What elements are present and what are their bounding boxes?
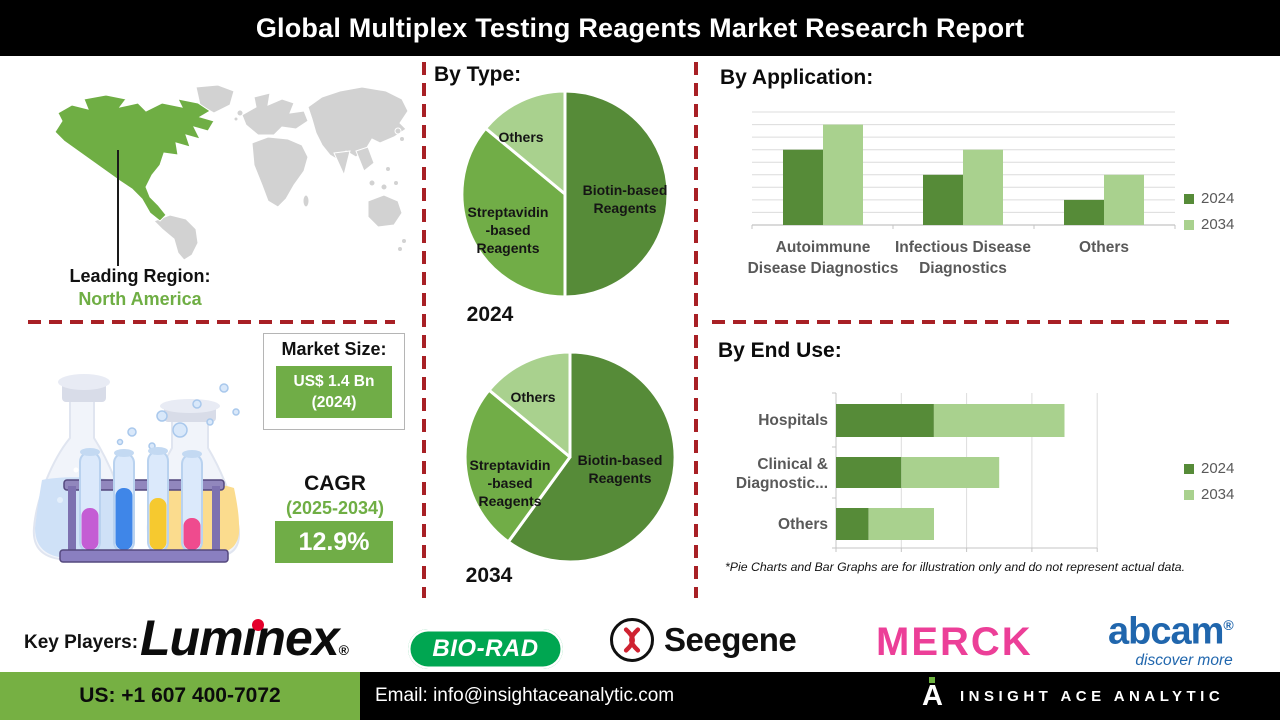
legend-swatch-2034 [1184, 219, 1194, 230]
asia-shape [307, 86, 409, 162]
legend-label-2024: 2024 [1201, 460, 1235, 477]
market-size-label: Market Size: [281, 339, 387, 359]
test-tubes [79, 447, 203, 553]
insight-ace-a-icon: A [922, 677, 946, 713]
luminex-dot-icon [252, 619, 264, 631]
cagr-period: (2025-2034) [285, 498, 385, 518]
svg-text:Biotin-based: Biotin-based [578, 452, 663, 468]
luminex-logo: Lumınex® [140, 610, 349, 676]
svg-text:-based: -based [485, 222, 530, 238]
by-application-heading: By Application: [720, 66, 874, 89]
svg-text:Others: Others [510, 389, 555, 405]
legend-item-2034: 2034 [1184, 486, 1234, 503]
svg-text:Biotin-based: Biotin-based [583, 182, 668, 198]
legend-swatch-2024 [1184, 463, 1194, 474]
page-title: Global Multiplex Testing Reagents Market… [255, 12, 1025, 43]
svg-text:Reagents: Reagents [593, 200, 656, 216]
end-use-bar-chart: Hospitals Clinical & Diagnostic... Others [736, 392, 1098, 552]
market-size-value-box: US$ 1.4 Bn (2024) [276, 366, 392, 418]
bubbles [116, 383, 240, 450]
registered-mark: ® [338, 642, 349, 658]
leading-region-value: North America [78, 289, 202, 309]
world-map [54, 85, 409, 260]
legend-label-2034: 2034 [1201, 216, 1235, 233]
merck-logo: MERCK [876, 620, 1033, 664]
svg-text:Reagents: Reagents [476, 240, 539, 256]
divider-left [28, 320, 395, 324]
cagr-label: CAGR [304, 472, 366, 495]
registered-mark: ® [1223, 617, 1233, 633]
market-size-card: Market Size: US$ 1.4 Bn (2024) [263, 333, 405, 430]
svg-text:Hospitals: Hospitals [758, 412, 828, 429]
abcam-tagline: discover more [1135, 651, 1233, 669]
seegene-chromosome-icon [610, 618, 654, 662]
by-type-heading: By Type: [434, 63, 522, 86]
svg-text:Reagents: Reagents [478, 493, 541, 509]
map-pointer-line [117, 150, 119, 266]
svg-text:Diagnostics: Diagnostics [919, 260, 1007, 277]
bio-rad-wordmark: BIO-RAD [432, 635, 539, 662]
footer-phone: US: +1 607 400-7072 [0, 672, 360, 720]
legend-item-2034: 2034 [1184, 216, 1234, 233]
pie-chart-2034: Biotin-based Reagents Streptavidin -based Re… [463, 350, 677, 564]
leading-region-label: Leading Region: [69, 266, 211, 286]
application-legend: 2024 2034 [1184, 190, 1234, 233]
abcam-wordmark: abcam® [1108, 610, 1234, 653]
north-america-highlight [54, 94, 215, 222]
key-players-label: Key Players: [24, 632, 139, 653]
africa-shape [251, 136, 309, 208]
by-end-use-heading: By End Use: [718, 339, 842, 362]
svg-text:Streptavidin: Streptavidin [468, 204, 549, 220]
insight-ace-brand: A INSIGHT ACE ANALYTIC [922, 672, 1224, 720]
svg-text:Autoimmune: Autoimmune [776, 239, 871, 256]
indochina-shape [355, 146, 375, 172]
market-size-value: US$ 1.4 Bn [293, 373, 375, 390]
south-america-shape [153, 214, 199, 260]
pie-2024-year-label: 2024 [466, 303, 514, 326]
flask-illustration [32, 374, 240, 563]
india-shape [333, 150, 351, 177]
svg-text:Diagnostic...: Diagnostic... [736, 475, 828, 492]
svg-text:Others: Others [1079, 239, 1129, 256]
seegene-wordmark: Seegene [664, 621, 797, 658]
svg-text:Others: Others [778, 516, 828, 533]
legend-item-2024: 2024 [1184, 190, 1234, 207]
brand-dot-icon [929, 677, 935, 683]
legend-item-2024: 2024 [1184, 460, 1234, 477]
application-bar-chart: Autoimmune Disease Diagnostics Infectious … [748, 111, 1176, 277]
svg-text:Infectious Disease: Infectious Disease [895, 239, 1031, 256]
market-size-year: (2024) [311, 394, 357, 411]
bio-rad-logo: BIO-RAD [408, 629, 563, 669]
svg-text:-based: -based [487, 475, 532, 491]
insight-ace-wordmark: INSIGHT ACE ANALYTIC [960, 687, 1225, 705]
legend-swatch-2034 [1184, 489, 1194, 500]
legend-swatch-2024 [1184, 193, 1194, 204]
pie-2034-year-label: 2034 [465, 564, 513, 587]
test-tube-rack [59, 447, 229, 563]
pie-chart-2024: Biotin-based Reagents Streptavidin -based Re… [460, 89, 670, 299]
title-bar: Global Multiplex Testing Reagents Market… [0, 0, 1280, 56]
svg-text:Others: Others [498, 129, 543, 145]
abcam-logo: abcam® discover more [1108, 606, 1234, 670]
svg-text:Disease Diagnostics: Disease Diagnostics [748, 260, 899, 277]
divider-right [712, 320, 1232, 324]
footer-email: Email: info@insightaceanalytic.com [375, 685, 675, 706]
svg-text:Reagents: Reagents [588, 470, 651, 486]
luminex-wordmark: Lumınex® [140, 610, 349, 666]
seegene-logo: Seegene [610, 618, 797, 662]
svg-text:Clinical &: Clinical & [757, 456, 828, 473]
legend-label-2024: 2024 [1201, 190, 1235, 207]
divider-vertical-1 [422, 62, 426, 598]
illustration-footnote: *Pie Charts and Bar Graphs are for illus… [724, 560, 1186, 574]
australia-shape [367, 194, 403, 228]
legend-label-2034: 2034 [1201, 486, 1235, 503]
svg-text:Streptavidin: Streptavidin [470, 457, 551, 473]
cagr-value: 12.9% [275, 521, 393, 563]
europe-shape [241, 92, 309, 136]
divider-vertical-2 [694, 62, 698, 598]
end-use-legend: 2024 2034 [1184, 460, 1234, 503]
footer: US: +1 607 400-7072 Email: info@insighta… [0, 672, 1280, 720]
